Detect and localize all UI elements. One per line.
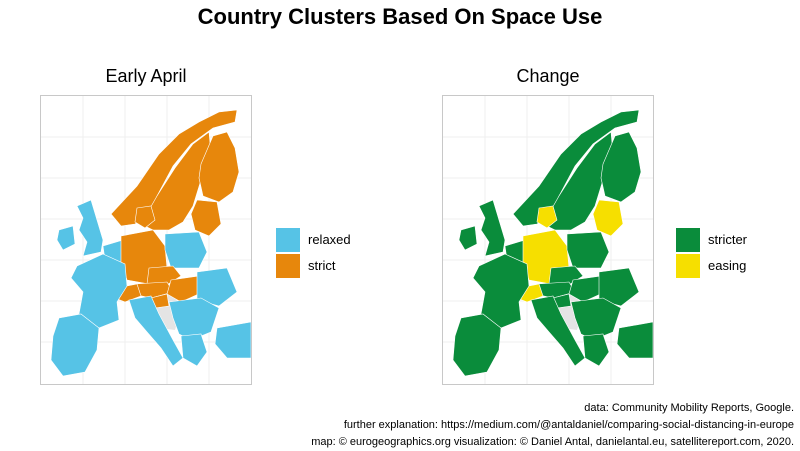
main-title: Country Clusters Based On Space Use <box>197 4 603 29</box>
region-greece <box>582 333 610 367</box>
credit-data-source: data: Community Mobility Reports, Google… <box>584 402 794 414</box>
region-uk <box>76 199 104 257</box>
credits: data: Community Mobility Reports, Google… <box>311 400 794 451</box>
region-baltics <box>190 199 222 237</box>
legend-label-stricter: stricter <box>708 232 747 247</box>
region-ireland <box>56 225 76 251</box>
region-poland <box>566 231 610 269</box>
panel-title-early-april: Early April <box>105 66 187 86</box>
region-romania <box>196 267 238 307</box>
region-france <box>472 253 530 329</box>
legend-swatch-strict <box>276 254 300 278</box>
region-hungary <box>166 275 204 303</box>
region-turkey <box>214 321 251 359</box>
region-denmark <box>536 205 558 229</box>
map-early-april <box>40 95 252 385</box>
region-baltics <box>592 199 624 237</box>
map-change <box>442 95 654 385</box>
region-hungary <box>568 275 606 303</box>
legend-label-strict: strict <box>308 258 336 273</box>
region-poland <box>164 231 208 269</box>
region-greece <box>180 333 208 367</box>
legend-swatch-easing <box>676 254 700 278</box>
credit-map-visualization: map: © eurogeographics.org visualization… <box>311 436 794 448</box>
region-turkey <box>616 321 653 359</box>
region-italy <box>530 295 586 367</box>
region-balkans <box>168 297 220 341</box>
region-iberia <box>50 313 100 377</box>
credit-explanation-link: further explanation: https://medium.com/… <box>343 419 794 431</box>
legend-label-relaxed: relaxed <box>308 232 351 247</box>
region-uk <box>478 199 506 257</box>
panel-title-change: Change <box>516 66 580 86</box>
region-denmark <box>134 205 156 229</box>
legend-swatch-stricter <box>676 228 700 252</box>
region-italy <box>128 295 184 367</box>
legend-label-easing: easing <box>708 258 747 273</box>
region-iberia <box>452 313 502 377</box>
region-balkans <box>570 297 622 341</box>
region-romania <box>598 267 640 307</box>
region-finland <box>600 131 642 203</box>
legend-swatch-relaxed <box>276 228 300 252</box>
region-finland <box>198 131 240 203</box>
region-france <box>70 253 128 329</box>
region-ireland <box>458 225 478 251</box>
